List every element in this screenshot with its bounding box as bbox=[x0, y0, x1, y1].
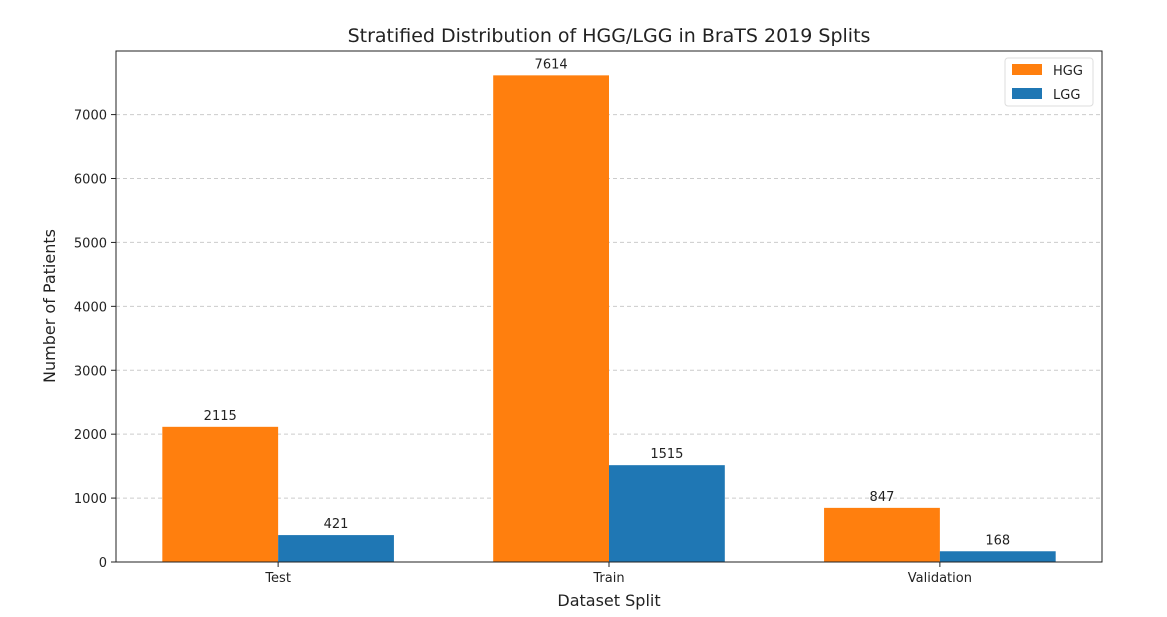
x-tick-label: Validation bbox=[908, 571, 972, 586]
data-label: 2115 bbox=[204, 409, 237, 424]
bar-lgg-validation bbox=[939, 551, 1056, 562]
data-label: 7614 bbox=[535, 57, 568, 72]
bar-hgg-validation bbox=[824, 507, 940, 562]
x-tick-label: Test bbox=[264, 571, 291, 586]
bar-lgg-test bbox=[278, 535, 394, 562]
legend: HGG LGG bbox=[1004, 57, 1094, 107]
y-axis-label: Number of Patients bbox=[40, 229, 59, 383]
bar-hgg-test bbox=[162, 426, 279, 562]
y-axis: 0 1000 2000 3000 4000 5000 6000 7000 bbox=[74, 109, 116, 571]
bars: 2115 421 7614 1515 847 168 bbox=[162, 57, 1056, 562]
x-axis: Test Train Validation bbox=[264, 562, 972, 586]
y-tick-label: 6000 bbox=[74, 173, 107, 188]
legend-label-lgg: LGG bbox=[1053, 88, 1080, 103]
data-label: 421 bbox=[324, 517, 349, 532]
x-tick-label: Train bbox=[592, 571, 624, 586]
y-tick-label: 0 bbox=[99, 556, 107, 571]
bar-hgg-train bbox=[493, 75, 609, 562]
legend-swatch-hgg bbox=[1012, 64, 1042, 75]
y-tick-label: 1000 bbox=[74, 492, 107, 507]
data-label: 1515 bbox=[650, 447, 683, 462]
y-tick-label: 7000 bbox=[74, 109, 107, 124]
y-tick-label: 4000 bbox=[74, 300, 107, 315]
chart-title: Stratified Distribution of HGG/LGG in Br… bbox=[348, 25, 871, 47]
legend-swatch-lgg bbox=[1012, 88, 1042, 99]
legend-label-hgg: HGG bbox=[1053, 64, 1083, 79]
data-label: 847 bbox=[870, 490, 895, 505]
y-tick-label: 5000 bbox=[74, 236, 107, 251]
data-label: 168 bbox=[985, 533, 1010, 548]
bar-lgg-train bbox=[609, 465, 725, 562]
y-tick-label: 2000 bbox=[74, 428, 107, 443]
x-axis-label: Dataset Split bbox=[557, 591, 660, 610]
y-tick-label: 3000 bbox=[74, 364, 107, 379]
